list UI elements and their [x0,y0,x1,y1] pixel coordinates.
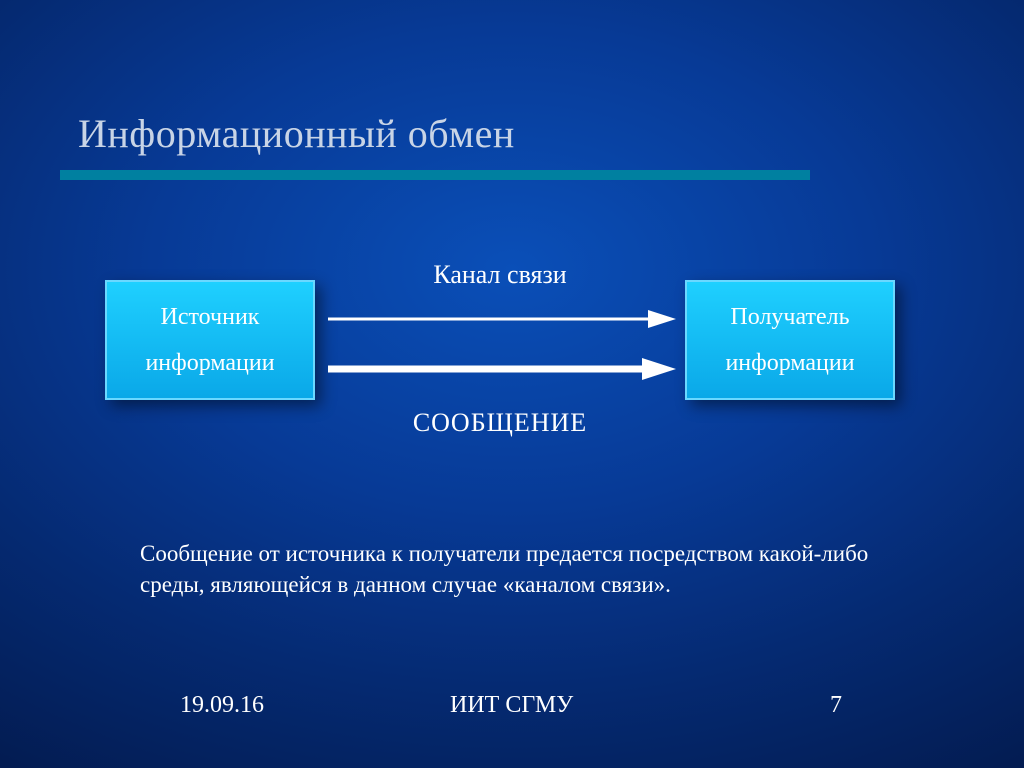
source-node-line1: Источник [161,304,260,331]
slide-footer: 19.09.16 ИИТ СГМУ 7 [0,692,1024,732]
source-node: Источник информации [105,280,315,400]
channel-label: Канал связи [340,260,660,290]
body-text: Сообщение от источника к получатели пред… [140,538,900,600]
exchange-diagram: Канал связи Источник информации Получате… [0,260,1024,460]
title-underline [60,170,810,180]
footer-organization: ИИТ СГМУ [450,692,573,719]
footer-page-number: 7 [830,692,842,719]
slide-title: Информационный обмен [78,110,515,157]
receiver-node: Получатель информации [685,280,895,400]
receiver-node-line2: информации [725,350,854,377]
source-node-line2: информации [145,350,274,377]
receiver-node-line1: Получатель [730,304,849,331]
message-label: СООБЩЕНИЕ [340,408,660,438]
arrow-thin-icon [328,310,676,328]
footer-date: 19.09.16 [180,692,264,719]
arrow-thick-icon [328,358,676,380]
